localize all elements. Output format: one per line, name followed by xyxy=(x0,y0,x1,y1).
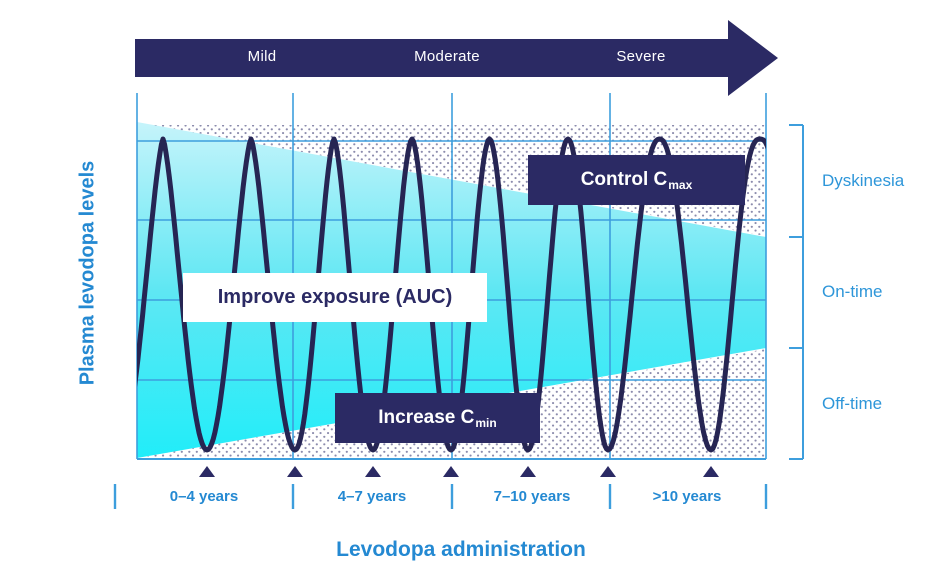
annotation-increase-text: Increase C xyxy=(378,407,475,428)
annotation-improve-auc: Improve exposure (AUC) xyxy=(183,273,487,322)
dose-marker-triangle-icon xyxy=(520,466,536,477)
severity-stage-mild: Mild xyxy=(247,48,277,65)
annotation-increase-subscript: min xyxy=(475,416,497,430)
x-segment-0-4-years: 0–4 years xyxy=(169,488,239,505)
dose-marker-triangle-icon xyxy=(600,466,616,477)
dose-marker-triangle-icon xyxy=(365,466,381,477)
y-axis-label: Plasma levodopa levels xyxy=(76,160,99,386)
dose-marker-triangle-icon xyxy=(287,466,303,477)
dose-marker-triangle-icon xyxy=(199,466,215,477)
annotation-control-text: Control C xyxy=(580,169,668,190)
zone-label-dyskinesia: Dyskinesia xyxy=(822,171,905,190)
dose-marker-triangle-icon xyxy=(443,466,459,477)
severity-stage-severe: Severe xyxy=(616,48,666,65)
x-segment-4-7-years: 4–7 years xyxy=(337,488,407,505)
disease-severity-arrow xyxy=(135,20,778,96)
x-segment-over-10-years: >10 years xyxy=(652,488,722,505)
dose-marker-triangle-icon xyxy=(703,466,719,477)
annotation-improve-text: Improve exposure (AUC) xyxy=(217,286,453,308)
x-segment-7-10-years: 7–10 years xyxy=(493,488,571,505)
x-axis-ticks xyxy=(113,484,768,509)
zone-label-on-time: On-time xyxy=(822,282,883,301)
x-axis-title: Levodopa administration xyxy=(336,538,586,561)
zone-label-off-time: Off-time xyxy=(822,394,883,413)
severity-stage-moderate: Moderate xyxy=(414,48,480,65)
dyskinesia-stipple-region xyxy=(153,125,766,236)
dose-markers xyxy=(199,466,719,477)
zone-bracket xyxy=(789,124,804,460)
annotation-control-subscript: max xyxy=(668,178,693,192)
